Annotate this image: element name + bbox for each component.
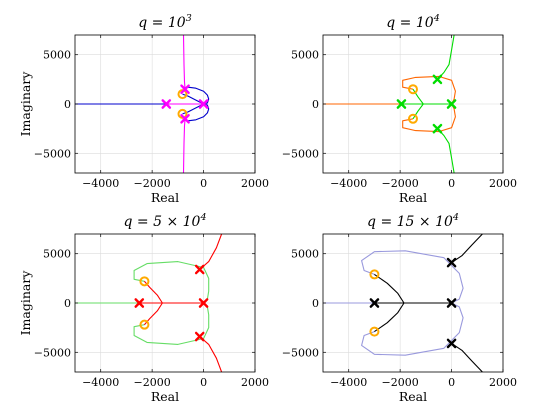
x-tick-label: 0: [448, 177, 455, 190]
grid-lines: [75, 234, 256, 372]
y-tick-label: −5000: [282, 147, 319, 160]
locus-branch: [374, 273, 405, 304]
locus-branch: [199, 234, 223, 270]
x-tick-label: −4000: [82, 177, 119, 190]
x-tick-label: −4000: [330, 376, 367, 389]
zero-marker: [369, 269, 380, 280]
pole-marker: [180, 84, 190, 95]
chart-panel-1: −4000 −2000 0 2000 5000 0 −5000 Real Imaginary q …: [18, 13, 269, 205]
pole-marker: [194, 331, 205, 342]
x-axis-label: Real: [151, 389, 179, 404]
y-axis-label: Imaginary: [18, 270, 33, 336]
pole-marker: [134, 298, 145, 308]
zero-marker: [369, 326, 380, 337]
y-tick-label: 5000: [43, 49, 71, 62]
x-tick-label: −2000: [134, 376, 171, 389]
pole-marker: [432, 74, 443, 85]
locus-branch: [412, 103, 424, 120]
x-axis-label: Real: [151, 190, 179, 205]
pole-marker: [198, 99, 209, 109]
chart-title: q = 104: [386, 13, 439, 31]
locus-branch: [451, 234, 483, 264]
locus-lines: [323, 35, 456, 173]
y-tick-label: −5000: [282, 346, 319, 359]
zero-marker: [139, 319, 150, 330]
zero-marker: [408, 84, 418, 95]
x-axis-label: Real: [399, 389, 427, 404]
x-tick-label: −4000: [330, 177, 367, 190]
chart-panel-4: −4000 −2000 0 2000 5000 0 −5000 Real q = 15 × 10…: [282, 212, 517, 404]
x-tick-label: −2000: [134, 177, 171, 190]
pole-marker: [161, 99, 172, 109]
x-tick-label: −2000: [382, 177, 419, 190]
y-tick-label: 0: [312, 297, 319, 310]
chart-panel-2: −4000 −2000 0 2000 5000 0 −5000 Real q = 104: [282, 13, 517, 205]
pole-marker: [446, 338, 457, 349]
locus-branch: [374, 302, 405, 333]
y-tick-label: 0: [64, 98, 71, 111]
locus-lines: [75, 234, 223, 372]
x-tick-label: −4000: [82, 376, 119, 389]
locus-branch: [182, 93, 210, 122]
locus-branch: [199, 336, 223, 372]
chart-title: q = 5 × 104: [124, 212, 207, 230]
y-axis-label: Imaginary: [18, 71, 33, 137]
x-tick-label: −2000: [382, 376, 419, 389]
y-tick-label: 0: [312, 98, 319, 111]
x-tick-label: 2000: [489, 177, 517, 190]
pole-marker: [198, 298, 209, 308]
locus-branch: [133, 261, 210, 304]
pole-marker: [180, 113, 190, 124]
locus-branch: [361, 250, 464, 304]
y-tick-label: 5000: [43, 248, 71, 261]
pole-marker: [194, 264, 205, 275]
zero-marker: [139, 276, 150, 287]
locus-lines: [323, 234, 483, 372]
pole-marker: [446, 99, 457, 109]
chart-panel-3: −4000 −2000 0 2000 5000 0 −5000 Real Imaginary q …: [18, 212, 269, 404]
locus-branch: [361, 302, 464, 356]
x-tick-label: 2000: [241, 376, 269, 389]
pole-marker: [446, 257, 457, 268]
y-tick-label: 5000: [291, 248, 319, 261]
pole-marker: [369, 298, 380, 308]
locus-branch: [451, 342, 483, 372]
pole-marker: [396, 99, 407, 109]
x-tick-label: 2000: [489, 376, 517, 389]
zero-marker: [408, 113, 418, 124]
locus-branch: [133, 302, 210, 345]
x-tick-label: 0: [448, 376, 455, 389]
x-axis-label: Real: [399, 190, 427, 205]
x-tick-label: 0: [200, 376, 207, 389]
y-tick-label: −5000: [34, 346, 71, 359]
locus-lines: [75, 35, 210, 173]
chart-title: q = 15 × 104: [367, 212, 459, 230]
chart-title: q = 103: [138, 13, 191, 31]
y-tick-label: 5000: [291, 49, 319, 62]
locus-branch: [182, 118, 186, 173]
pole-marker: [446, 298, 457, 308]
y-tick-label: −5000: [34, 147, 71, 160]
x-tick-label: 2000: [241, 177, 269, 190]
locus-branch: [412, 88, 424, 105]
pole-marker: [432, 123, 443, 134]
locus-branch: [182, 35, 186, 90]
x-tick-label: 0: [200, 177, 207, 190]
y-tick-label: 0: [64, 297, 71, 310]
locus-branch: [182, 86, 210, 115]
